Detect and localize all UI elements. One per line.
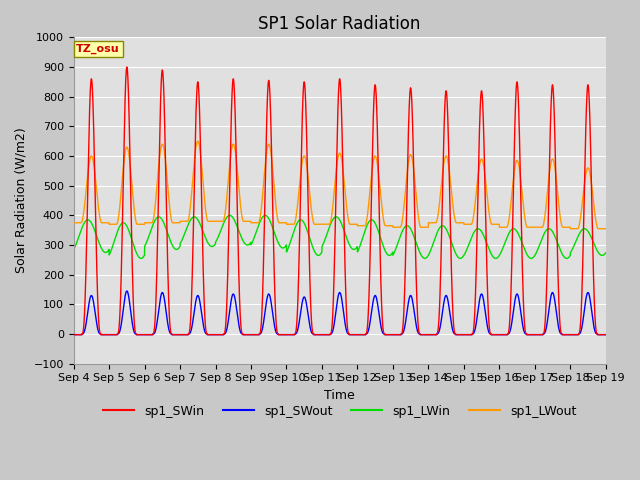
- Legend: sp1_SWin, sp1_SWout, sp1_LWin, sp1_LWout: sp1_SWin, sp1_SWout, sp1_LWin, sp1_LWout: [98, 400, 582, 423]
- Title: SP1 Solar Radiation: SP1 Solar Radiation: [259, 15, 421, 33]
- X-axis label: Time: Time: [324, 389, 355, 402]
- Y-axis label: Solar Radiation (W/m2): Solar Radiation (W/m2): [15, 128, 28, 274]
- Text: TZ_osu: TZ_osu: [76, 44, 120, 54]
